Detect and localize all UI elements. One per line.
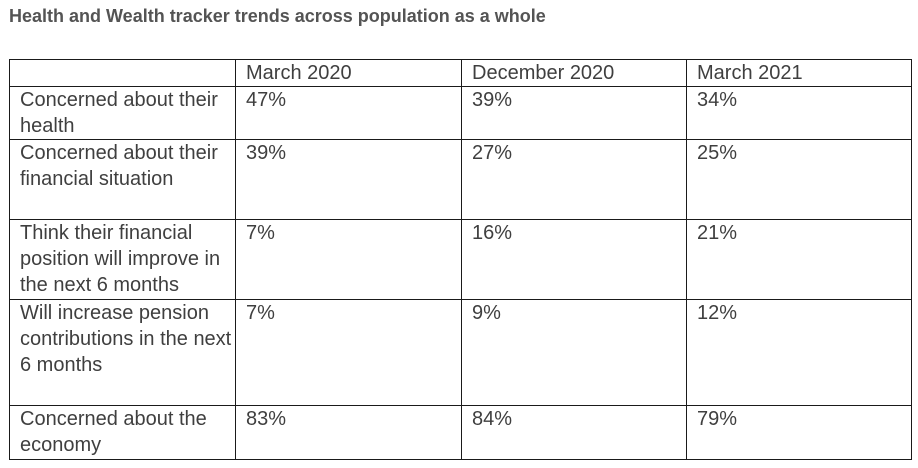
table-cell: 7%	[235, 299, 462, 406]
table-cell: 21%	[686, 219, 912, 300]
table-cell: 34%	[686, 86, 912, 140]
table-cell: 47%	[235, 86, 462, 140]
row-label: Think their financial position will impr…	[9, 219, 236, 300]
table-row: Will increase pension contributions in t…	[9, 299, 912, 406]
table-cell: 16%	[461, 219, 687, 300]
table-cell: 79%	[686, 405, 912, 460]
row-label: Concerned about their financial situatio…	[9, 139, 236, 220]
table-row: Concerned about their health 47% 39% 34%	[9, 86, 912, 140]
table-cell: 83%	[235, 405, 462, 460]
row-label: Will increase pension contributions in t…	[9, 299, 236, 406]
column-header-march-2020: March 2020	[235, 59, 462, 87]
page-title: Health and Wealth tracker trends across …	[9, 6, 546, 26]
table-cell: 25%	[686, 139, 912, 220]
table-cell: 84%	[461, 405, 687, 460]
table-cell: 7%	[235, 219, 462, 300]
table-cell: 39%	[235, 139, 462, 220]
table-row: Think their financial position will impr…	[9, 219, 912, 300]
table-header-row: March 2020 December 2020 March 2021	[9, 59, 912, 87]
table-cell: 9%	[461, 299, 687, 406]
table-row: Concerned about the economy 83% 84% 79%	[9, 405, 912, 460]
row-label: Concerned about the economy	[9, 405, 236, 460]
table-cell: 12%	[686, 299, 912, 406]
corner-cell	[9, 59, 236, 87]
table-row: Concerned about their financial situatio…	[9, 139, 912, 220]
column-header-march-2021: March 2021	[686, 59, 912, 87]
table-cell: 27%	[461, 139, 687, 220]
column-header-december-2020: December 2020	[461, 59, 687, 87]
table-cell: 39%	[461, 86, 687, 140]
tracker-table: March 2020 December 2020 March 2021 Conc…	[9, 59, 912, 460]
row-label: Concerned about their health	[9, 86, 236, 140]
